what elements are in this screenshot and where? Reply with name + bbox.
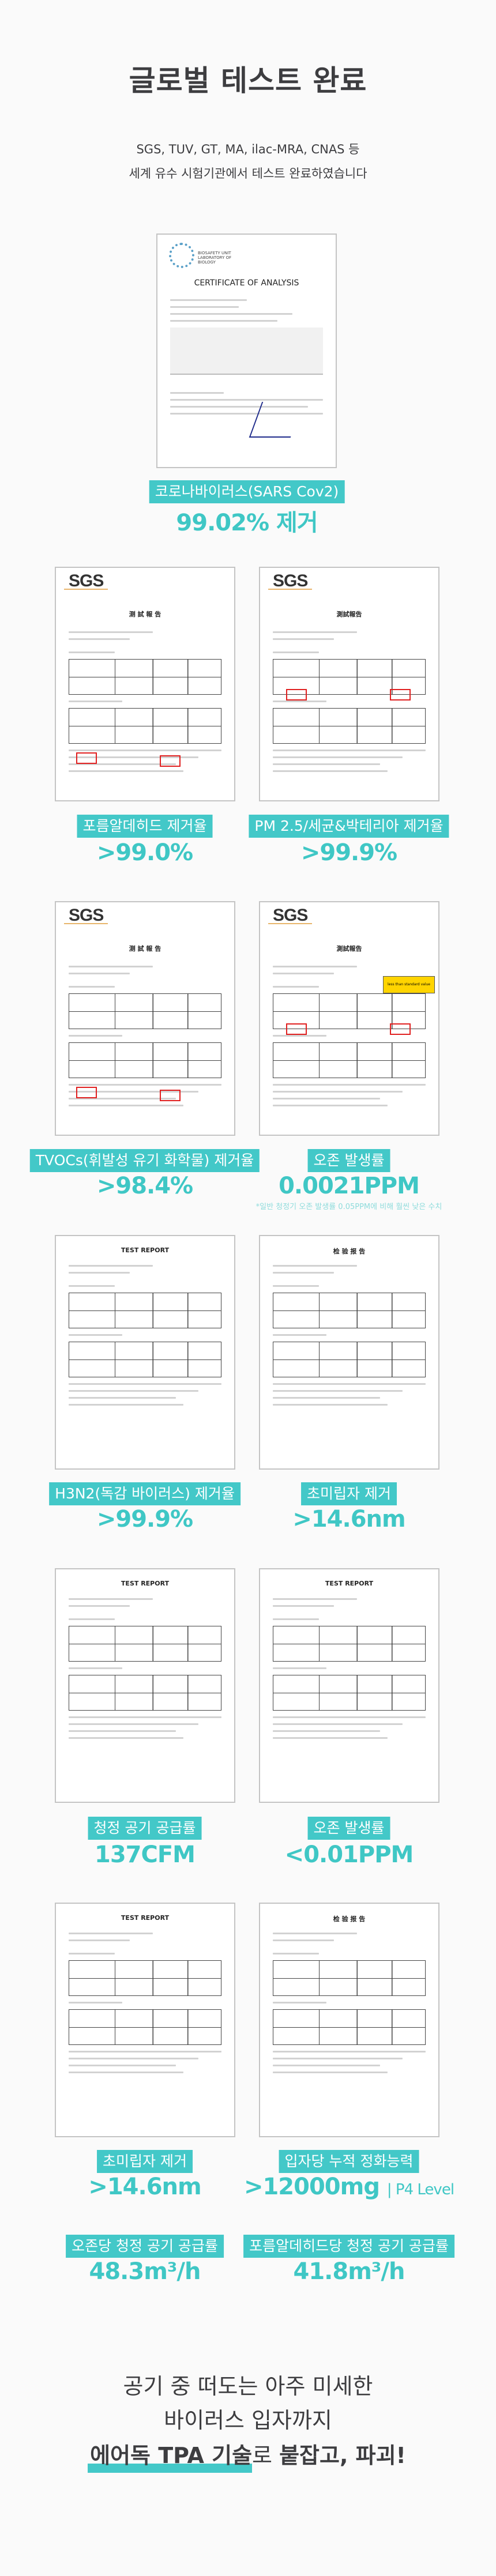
document-heading: 测 試 報 告 xyxy=(129,611,161,618)
document-heading: TEST REPORT xyxy=(121,1580,170,1587)
result-label: 오존당 청정 공기 공급률 xyxy=(66,2235,224,2258)
result-label: 초미립자 제거 xyxy=(301,1482,397,1505)
result-value: 48.3m³/h xyxy=(89,2258,201,2285)
result-label: H3N2(독감 바이러스) 제거율 xyxy=(49,1482,241,1505)
certificate-body xyxy=(170,299,323,420)
result-value-text: >14.6nm xyxy=(292,1506,405,1532)
highlight-box xyxy=(76,1087,97,1098)
test-report-document-image: TEST REPORT xyxy=(259,1568,439,1803)
document-body xyxy=(273,1598,426,1744)
result-label: 포름알데히드 제거율 xyxy=(77,815,213,838)
test-report-document-image: TEST REPORT xyxy=(55,1568,235,1803)
result-value: >12000mg | P4 Level xyxy=(244,2174,454,2200)
document-body xyxy=(273,1265,426,1411)
document-body xyxy=(69,966,221,1112)
document-heading: 測試報告 xyxy=(336,611,362,618)
result-value-suffix: | P4 Level xyxy=(386,2181,454,2198)
highlight-box xyxy=(160,755,181,767)
subtitle-line-1: SGS, TUV, GT, MA, ilac-MRA, CNAS 등 xyxy=(136,142,360,156)
document-body xyxy=(69,1933,221,2078)
result-value-text: >98.4% xyxy=(96,1173,193,1199)
sgs-logo: SGS xyxy=(63,571,108,590)
result-value-text: <0.01PPM xyxy=(284,1841,414,1868)
highlight-box xyxy=(390,1023,411,1035)
test-report-document-image: SGS 测 試 報 告 xyxy=(55,901,235,1136)
result-value: 0.0021PPM xyxy=(279,1173,420,1199)
certificate-label: 코로나바이러스(SARS Cov2) xyxy=(149,480,345,503)
result-label: TVOCs(휘발성 유기 화학물) 제거율 xyxy=(29,1149,260,1172)
test-report-document-image: SGS 测 試 報 告 xyxy=(55,567,235,801)
result-label: PM 2.5/세균&박테리아 제거율 xyxy=(249,815,449,838)
sgs-logo: SGS xyxy=(268,571,313,590)
closing-connector: 로 xyxy=(252,2443,280,2468)
certificate-heading: CERTIFICATE OF ANALYSIS xyxy=(194,278,299,288)
result-value-text: >12000mg xyxy=(243,2174,380,2200)
result-value: >98.4% xyxy=(97,1173,193,1199)
result-label: 입자당 누적 정화능력 xyxy=(279,2150,419,2173)
document-body xyxy=(69,1598,221,1744)
result-label: 오존 발생률 xyxy=(307,1817,390,1840)
highlight-box xyxy=(286,689,307,701)
result-value: 41.8m³/h xyxy=(294,2258,405,2285)
document-heading: TEST REPORT xyxy=(325,1580,374,1587)
document-body xyxy=(273,1933,426,2078)
result-value: >14.6nm xyxy=(292,1506,405,1532)
test-report-document-image: SGS 測試報告 less than standard value 0.05PPM xyxy=(259,901,439,1136)
test-report-document-image: 检 验 报 告 xyxy=(259,1235,439,1470)
result-value: 137CFM xyxy=(95,1841,196,1868)
sgs-logo: SGS xyxy=(268,906,313,925)
document-heading: 測試報告 xyxy=(336,945,362,952)
result-label: 포름알데히드당 청정 공기 공급률 xyxy=(243,2235,454,2258)
document-heading: 检 验 报 告 xyxy=(333,1915,366,1923)
result-label: 오존 발생률 xyxy=(307,1149,390,1172)
certificate-document-image: BIOSAFETY UNIT LABORATORY OF BIOLOGY CER… xyxy=(156,234,337,468)
test-report-document-image: SGS 測試報告 xyxy=(259,567,439,801)
result-value-text: >99.9% xyxy=(96,1506,193,1532)
certificate-value: 99.02% 제거 xyxy=(176,510,318,536)
result-value-text: 137CFM xyxy=(95,1841,196,1868)
result-value-text: >99.0% xyxy=(96,839,193,866)
closing-line-3: 에어독 TPA 기술로 붙잡고, 파괴! xyxy=(0,2438,496,2473)
closing-line-1: 공기 중 떠도는 아주 미세한 xyxy=(123,2374,373,2399)
document-body xyxy=(273,966,426,1112)
test-report-document-image: TEST REPORT xyxy=(55,1903,235,2137)
document-heading: 检 验 报 告 xyxy=(333,1248,366,1255)
result-value: <0.01PPM xyxy=(285,1841,414,1868)
document-heading: TEST REPORT xyxy=(121,1246,170,1254)
document-body xyxy=(69,1265,221,1411)
subtitle-line-2: 세계 유수 시험기관에서 테스트 완료하였습니다 xyxy=(129,167,367,180)
result-note: *일반 청정기 오존 발생률 0.05PPM에 비해 훨씬 낮은 수치 xyxy=(255,1203,442,1211)
highlight-box xyxy=(76,752,97,764)
closing-highlight: 에어독 TPA 기술 xyxy=(88,2438,252,2473)
result-value: >99.9% xyxy=(301,839,397,866)
page-title: 글로벌 테스트 완료 xyxy=(129,64,367,97)
result-value-text: 0.0021PPM xyxy=(279,1173,420,1199)
result-value: >99.9% xyxy=(97,1506,193,1532)
biosafety-logo-icon xyxy=(169,243,194,268)
highlight-box xyxy=(286,1023,307,1035)
sgs-logo: SGS xyxy=(63,906,108,925)
document-body xyxy=(69,631,221,777)
result-value: >99.0% xyxy=(97,839,193,866)
test-report-document-image: TEST REPORT xyxy=(55,1235,235,1470)
result-label: 초미립자 제거 xyxy=(97,2150,193,2173)
result-value: >14.6nm xyxy=(88,2174,201,2200)
highlight-box xyxy=(160,1090,181,1101)
closing-line-2: 바이러스 입자까지 xyxy=(164,2408,332,2433)
test-report-document-image: 检 验 报 告 xyxy=(259,1903,439,2137)
result-label: 청정 공기 공급률 xyxy=(88,1817,202,1840)
result-value-text: 48.3m³/h xyxy=(89,2258,201,2285)
document-body xyxy=(273,631,426,777)
result-value-text: 41.8m³/h xyxy=(293,2258,405,2285)
document-heading: 测 試 報 告 xyxy=(129,945,161,952)
standard-value-stamp: less than standard value 0.05PPM xyxy=(383,976,435,993)
document-heading: TEST REPORT xyxy=(121,1914,170,1922)
certificate-org: BIOSAFETY UNIT LABORATORY OF BIOLOGY xyxy=(198,251,232,265)
result-value-text: >99.9% xyxy=(300,839,397,866)
closing-end: 붙잡고, 파괴! xyxy=(279,2443,406,2468)
result-value-text: >14.6nm xyxy=(88,2174,201,2200)
highlight-box xyxy=(390,689,411,701)
